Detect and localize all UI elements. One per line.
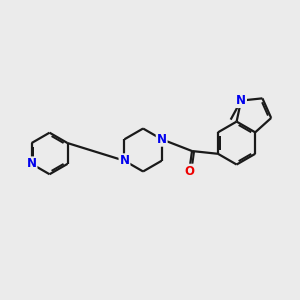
Text: N: N: [119, 154, 130, 167]
Text: O: O: [184, 165, 194, 178]
Text: N: N: [157, 133, 167, 146]
Text: N: N: [26, 158, 37, 170]
Text: N: N: [236, 94, 246, 107]
